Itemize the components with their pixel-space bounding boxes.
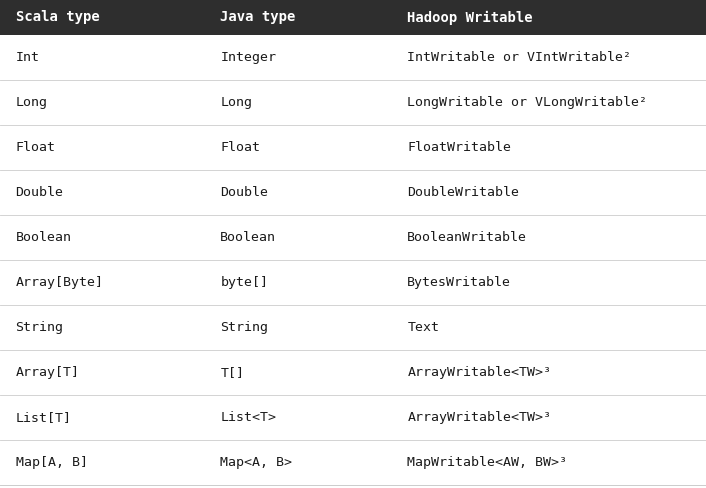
Text: DoubleWritable: DoubleWritable xyxy=(407,186,520,199)
Text: BytesWritable: BytesWritable xyxy=(407,276,511,289)
Text: Double: Double xyxy=(16,186,64,199)
Text: ArrayWritable<TW>³: ArrayWritable<TW>³ xyxy=(407,366,551,379)
Text: Int: Int xyxy=(16,51,40,64)
Bar xyxy=(0,440,706,485)
Text: Array[T]: Array[T] xyxy=(16,366,80,379)
Text: List[T]: List[T] xyxy=(16,411,71,424)
Bar xyxy=(0,350,706,395)
Bar xyxy=(0,260,706,305)
Text: T[]: T[] xyxy=(220,366,244,379)
Text: LongWritable or VLongWritable²: LongWritable or VLongWritable² xyxy=(407,96,647,109)
Bar xyxy=(0,305,706,350)
Bar xyxy=(0,170,706,215)
Text: FloatWritable: FloatWritable xyxy=(407,141,511,154)
Text: Hadoop Writable: Hadoop Writable xyxy=(407,10,533,24)
Text: Java type: Java type xyxy=(220,11,296,24)
Text: Boolean: Boolean xyxy=(220,231,276,244)
Text: String: String xyxy=(220,321,268,334)
Bar xyxy=(0,80,706,125)
Bar xyxy=(0,35,706,80)
Text: Boolean: Boolean xyxy=(16,231,71,244)
Text: Map[A, B]: Map[A, B] xyxy=(16,456,88,469)
Text: Long: Long xyxy=(16,96,47,109)
Bar xyxy=(0,215,706,260)
Text: Text: Text xyxy=(407,321,439,334)
Text: BooleanWritable: BooleanWritable xyxy=(407,231,527,244)
Text: String: String xyxy=(16,321,64,334)
Text: Float: Float xyxy=(220,141,261,154)
Text: IntWritable or VIntWritable²: IntWritable or VIntWritable² xyxy=(407,51,631,64)
Text: Integer: Integer xyxy=(220,51,276,64)
Text: Scala type: Scala type xyxy=(16,11,100,24)
Text: Double: Double xyxy=(220,186,268,199)
Bar xyxy=(0,0,706,35)
Bar xyxy=(0,125,706,170)
Text: byte[]: byte[] xyxy=(220,276,268,289)
Text: Map<A, B>: Map<A, B> xyxy=(220,456,292,469)
Text: Float: Float xyxy=(16,141,56,154)
Text: List<T>: List<T> xyxy=(220,411,276,424)
Text: ArrayWritable<TW>³: ArrayWritable<TW>³ xyxy=(407,411,551,424)
Bar xyxy=(0,395,706,440)
Text: Long: Long xyxy=(220,96,252,109)
Text: MapWritable<AW, BW>³: MapWritable<AW, BW>³ xyxy=(407,456,568,469)
Text: Array[Byte]: Array[Byte] xyxy=(16,276,104,289)
